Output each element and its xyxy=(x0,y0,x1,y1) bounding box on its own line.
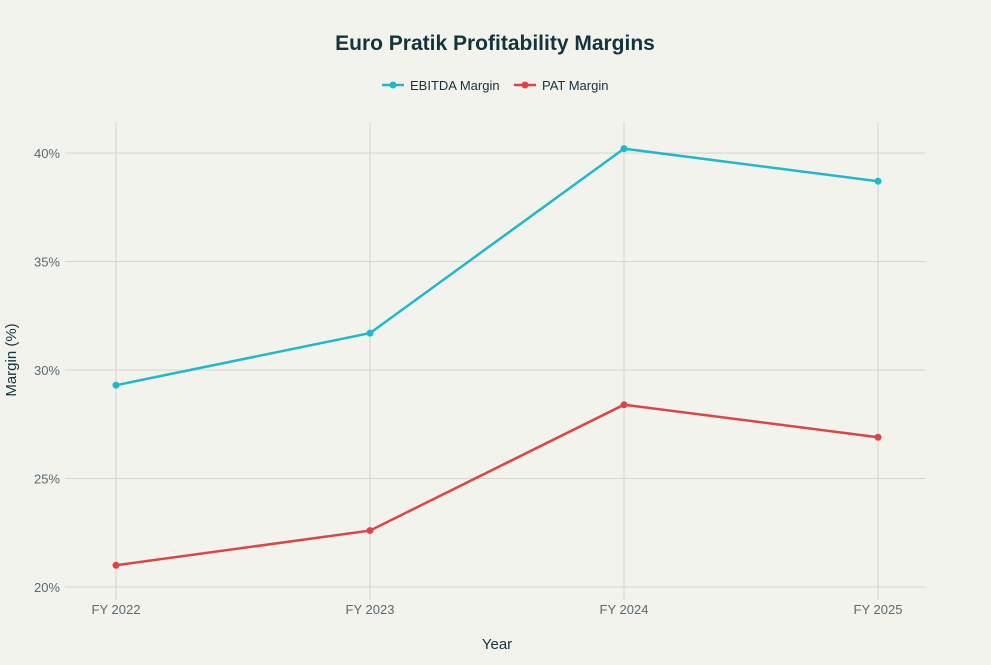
grid xyxy=(65,122,925,600)
y-tick-label: 30% xyxy=(34,363,60,378)
pat-margin-point xyxy=(366,527,374,535)
ebitda-margin-point xyxy=(112,381,120,389)
y-tick-label: 20% xyxy=(34,580,60,595)
y-tick-label: 40% xyxy=(34,146,60,161)
legend-marker-pat-margin xyxy=(521,81,529,89)
x-tick-label: FY 2024 xyxy=(600,602,649,617)
y-axis-label: Margin (%) xyxy=(3,323,20,396)
ebitda-margin-point xyxy=(874,177,882,185)
y-axis-ticks: 20% 25% 30% 35% 40% xyxy=(34,146,60,595)
ebitda-margin-line xyxy=(115,147,879,387)
legend-label-pat-margin: PAT Margin xyxy=(542,78,608,93)
y-tick-label: 35% xyxy=(34,255,60,270)
series-group xyxy=(112,145,882,569)
legend-label-ebitda-margin: EBITDA Margin xyxy=(410,78,500,93)
pat-margin-line xyxy=(115,403,879,567)
x-tick-label: FY 2025 xyxy=(854,602,903,617)
y-tick-label: 25% xyxy=(34,472,60,487)
ebitda-margin-point xyxy=(366,329,374,337)
x-axis-ticks: FY 2022 FY 2023 FY 2024 FY 2025 xyxy=(92,602,903,617)
chart-title: Euro Pratik Profitability Margins xyxy=(335,32,655,55)
pat-margin-point xyxy=(874,433,882,441)
pat-margin-point xyxy=(112,561,120,569)
pat-margin-point xyxy=(620,401,628,409)
legend: EBITDA Margin PAT Margin xyxy=(382,78,608,93)
x-tick-label: FY 2022 xyxy=(92,602,141,617)
x-tick-label: FY 2023 xyxy=(346,602,395,617)
ebitda-margin-point xyxy=(620,145,628,153)
legend-marker-ebitda-margin xyxy=(389,81,397,89)
x-axis-label: Year xyxy=(482,636,512,653)
